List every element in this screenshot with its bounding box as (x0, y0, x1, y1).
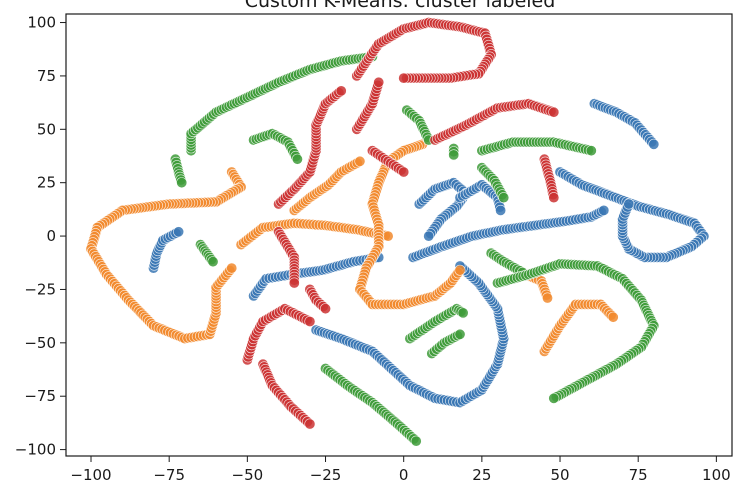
x-tick-label: −25 (310, 466, 342, 484)
green-cluster-arc (319, 362, 422, 447)
y-tick-label: −25 (24, 280, 56, 298)
data-point (226, 262, 238, 274)
axes-frame (65, 13, 733, 457)
data-point (585, 145, 597, 157)
x-tick-label: 100 (702, 466, 731, 484)
data-point (382, 230, 394, 242)
y-tick-label: 0 (46, 227, 56, 245)
data-point (648, 138, 660, 150)
blue-cluster-arc (407, 204, 610, 263)
y-tick-label: −100 (15, 441, 56, 459)
data-point (495, 204, 507, 216)
y-tick-label: −50 (24, 334, 56, 352)
y-tick-label: 50 (37, 120, 56, 138)
green-cluster-arc (476, 162, 510, 204)
green-cluster-arc (448, 143, 460, 161)
red-cluster-arc (273, 85, 347, 210)
y-tick-label: −75 (24, 387, 56, 405)
data-point (335, 85, 347, 97)
data-point (598, 204, 610, 216)
data-point (288, 277, 300, 289)
data-point (607, 311, 619, 323)
x-tick-label: −75 (153, 466, 185, 484)
data-point (423, 230, 435, 242)
x-tick-label: −50 (232, 466, 264, 484)
orange-cluster-arc (354, 138, 466, 310)
data-point (173, 226, 185, 238)
x-tick-label: 25 (472, 466, 491, 484)
x-axis: −100 −75 −50 −25 0 25 50 75 100 (70, 456, 731, 484)
red-cluster-arc (273, 226, 300, 289)
green-cluster-arc (491, 258, 660, 404)
data-point (291, 153, 303, 165)
y-tick-label: 100 (27, 14, 56, 32)
points-layer (85, 16, 710, 447)
red-cluster-arc (538, 153, 560, 204)
green-cluster-arc (476, 136, 597, 157)
data-point (373, 76, 385, 88)
x-tick-label: 50 (550, 466, 569, 484)
data-point (176, 177, 188, 189)
red-cluster-arc (304, 283, 331, 315)
red-cluster-arc (351, 76, 385, 135)
chart-title: Custom K-Means: cluster labeled (245, 0, 556, 12)
data-point (454, 328, 466, 340)
data-point (448, 149, 460, 161)
y-axis: 100 75 50 25 0 −25 −50 −75 −100 (15, 14, 66, 459)
data-point (304, 315, 316, 327)
y-tick-label: 25 (37, 174, 56, 192)
data-point (304, 418, 316, 430)
data-point (541, 292, 553, 304)
data-point (457, 307, 469, 319)
data-point (398, 72, 410, 84)
orange-cluster-arc (288, 155, 366, 216)
x-tick-label: −100 (70, 466, 111, 484)
green-cluster-arc (248, 128, 303, 165)
data-point (398, 166, 410, 178)
green-cluster-arc (195, 239, 219, 268)
data-point (410, 435, 422, 447)
data-point (548, 192, 560, 204)
orange-cluster-arc (538, 298, 619, 357)
data-point (548, 392, 560, 404)
red-cluster-arc (241, 303, 316, 366)
red-cluster-arc (257, 358, 316, 430)
data-point (548, 106, 560, 118)
orange-cluster-arc (235, 217, 394, 251)
blue-cluster-arc (413, 177, 472, 242)
x-tick-label: 75 (629, 466, 648, 484)
data-point (498, 192, 510, 204)
x-tick-label: 0 (399, 466, 409, 484)
blue-cluster-arc (148, 226, 185, 274)
blue-cluster-arc (588, 98, 660, 150)
orange-cluster-arc (85, 166, 247, 345)
data-point (319, 303, 331, 315)
green-cluster-arc (404, 303, 469, 345)
red-cluster-arc (429, 98, 560, 146)
y-tick-label: 75 (37, 67, 56, 85)
green-cluster-arc (401, 104, 435, 146)
data-point (354, 155, 366, 167)
red-cluster-arc (366, 145, 410, 178)
green-cluster-arc (426, 328, 466, 359)
green-cluster-arc (169, 153, 188, 189)
data-point (623, 198, 635, 210)
data-point (207, 256, 219, 268)
blue-cluster-arc (554, 166, 710, 263)
data-point (454, 264, 466, 276)
red-cluster-arc (351, 16, 497, 84)
